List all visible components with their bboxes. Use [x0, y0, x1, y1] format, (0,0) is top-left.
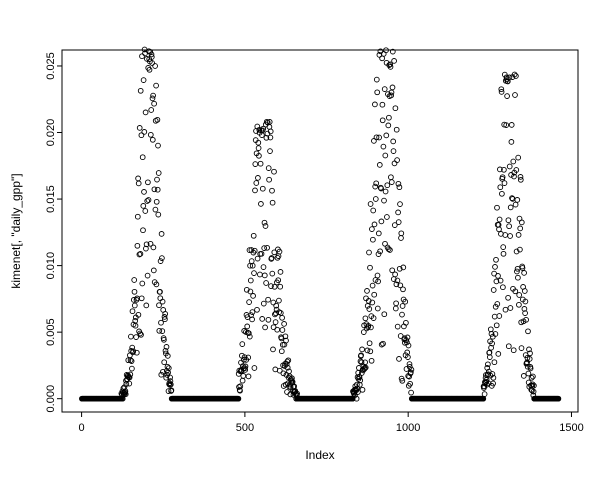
y-tick-label: 0.020 [45, 119, 57, 147]
y-axis: 0.000 0.005 0.010 0.015 0.020 0.025 [45, 52, 62, 412]
y-tick-label: 0.000 [45, 385, 57, 413]
y-tick-label: 0.010 [45, 252, 57, 280]
y-tick-label: 0.025 [45, 52, 57, 80]
x-tick-label: 0 [79, 422, 85, 434]
x-tick-label: 1000 [396, 422, 420, 434]
x-tick-label: 500 [236, 422, 254, 434]
x-axis: 0 500 1000 1500 [79, 412, 584, 434]
scatter-points [79, 46, 562, 402]
y-tick-label: 0.005 [45, 318, 57, 346]
x-tick-label: 1500 [559, 422, 583, 434]
y-axis-label: kimenet[, "daily_gpp"] [9, 173, 23, 288]
y-tick-label: 0.015 [45, 185, 57, 213]
x-axis-label: Index [305, 448, 334, 462]
plot-border [61, 49, 579, 413]
